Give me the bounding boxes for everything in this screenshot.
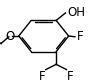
Text: F: F [76, 30, 83, 43]
Text: F: F [67, 70, 74, 83]
Text: F: F [39, 70, 45, 83]
Text: O: O [6, 29, 15, 43]
Text: OH: OH [68, 6, 86, 19]
